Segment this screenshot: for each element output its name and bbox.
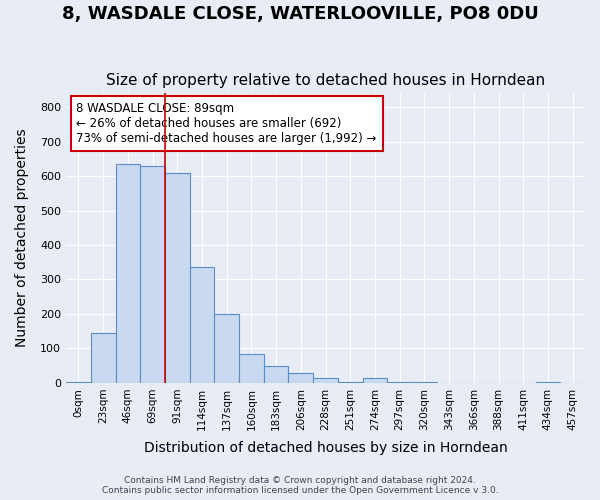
Text: 8 WASDALE CLOSE: 89sqm
← 26% of detached houses are smaller (692)
73% of semi-de: 8 WASDALE CLOSE: 89sqm ← 26% of detached… [76,102,377,145]
Bar [289,374,313,383]
Bar [388,382,412,383]
Bar [313,378,338,383]
Bar [214,314,239,383]
Y-axis label: Number of detached properties: Number of detached properties [15,129,29,348]
Bar [190,268,214,383]
Text: 8, WASDALE CLOSE, WATERLOOVILLE, PO8 0DU: 8, WASDALE CLOSE, WATERLOOVILLE, PO8 0DU [62,5,538,23]
Bar [536,382,560,383]
Bar [165,172,190,383]
Bar [116,164,140,383]
Bar [264,366,289,383]
Bar [412,382,437,383]
Title: Size of property relative to detached houses in Horndean: Size of property relative to detached ho… [106,73,545,88]
Bar [91,333,116,383]
Text: Contains HM Land Registry data © Crown copyright and database right 2024.
Contai: Contains HM Land Registry data © Crown c… [101,476,499,495]
X-axis label: Distribution of detached houses by size in Horndean: Distribution of detached houses by size … [143,441,508,455]
Bar [66,382,91,383]
Bar [362,378,388,383]
Bar [338,382,362,383]
Bar [140,166,165,383]
Bar [239,354,264,383]
